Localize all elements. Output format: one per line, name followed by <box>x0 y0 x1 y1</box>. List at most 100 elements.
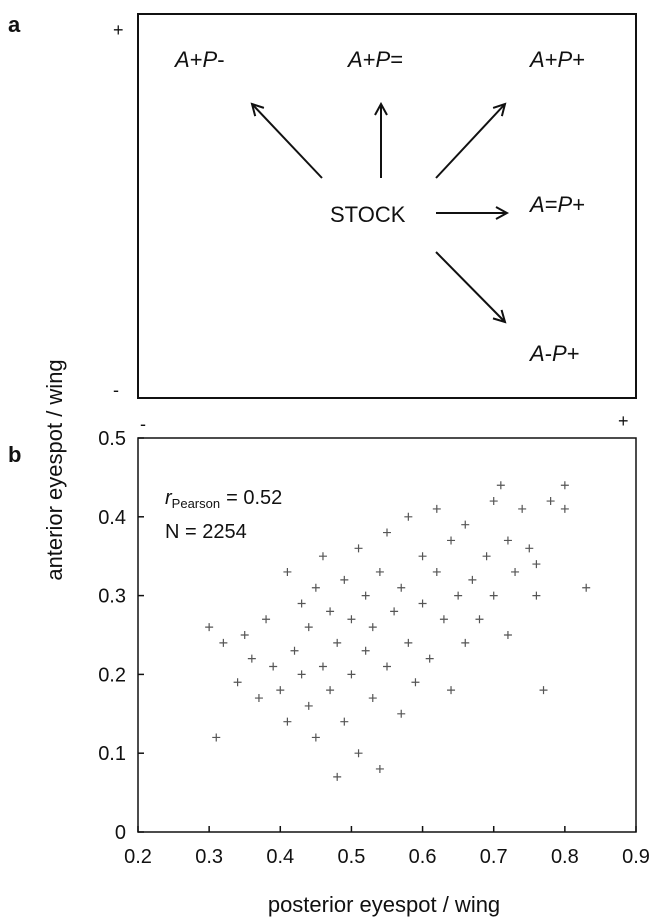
scatter-point <box>311 583 320 592</box>
y-tick-label: 0.5 <box>98 428 126 450</box>
scatter-point <box>219 638 228 647</box>
scatter-point <box>333 638 342 647</box>
panel-a-label: a <box>8 12 21 37</box>
panel-a-frame <box>137 13 637 399</box>
scatter-point <box>361 646 370 655</box>
scatter-point <box>518 504 527 513</box>
panel-b-label: b <box>8 442 21 467</box>
scatter-point <box>318 662 327 671</box>
x-minus-sign: - <box>140 414 146 434</box>
y-tick-label: 0.2 <box>98 664 126 686</box>
scatter-point <box>468 575 477 584</box>
arrow-up-left <box>252 104 323 179</box>
x-tick-label: 0.2 <box>124 846 152 868</box>
scatter-point <box>297 599 306 608</box>
scatter-point <box>354 749 363 758</box>
scatter-point <box>532 560 541 569</box>
y-tick-label: 0.3 <box>98 586 126 608</box>
scatter-point <box>290 646 299 655</box>
scatter-point <box>418 552 427 561</box>
scatter-point <box>383 662 391 671</box>
scatter-point <box>297 670 306 679</box>
scatter-point <box>340 717 349 726</box>
scatter-point <box>397 709 406 718</box>
panel-a: a + - - + STOCK A+P- A+P= A+P+ A=P+ A-P+ <box>8 12 637 434</box>
scatter-point <box>347 670 356 679</box>
scatter-point <box>333 772 342 781</box>
x-tick-label: 0.8 <box>551 846 579 868</box>
scatter-point <box>546 497 555 506</box>
outcome-label-a-equal-p-plus: A=P+ <box>528 192 585 217</box>
scatter-point <box>390 607 399 616</box>
scatter-point <box>560 481 569 490</box>
y-axis-label: anterior eyespot / wing <box>42 359 67 580</box>
scatter-point <box>368 623 377 632</box>
scatter-point <box>212 733 221 742</box>
y-tick-label: 0 <box>115 822 126 844</box>
panel-b: b 0 0.1 0.2 0.3 0.4 0.5 0.2 0.3 0.4 0.5 0.6 0.7 0.8… <box>8 428 650 917</box>
x-tick-label: 0.7 <box>480 846 508 868</box>
outcome-label-a-minus-p-plus: A-P+ <box>528 341 580 366</box>
scatter-points <box>205 481 591 781</box>
scatter-point <box>447 686 456 695</box>
scatter-point <box>489 591 498 600</box>
scatter-point <box>404 512 413 521</box>
arrow-up-right <box>435 104 505 179</box>
scatter-point <box>461 638 470 647</box>
scatter-point <box>326 686 335 695</box>
scatter-point <box>560 504 569 513</box>
scatter-point <box>539 686 548 695</box>
outcome-label-a-plus-p-equal: A+P= <box>346 47 403 72</box>
scatter-point <box>247 654 256 663</box>
scatter-point <box>276 686 285 695</box>
scatter-point <box>375 567 384 576</box>
scatter-point <box>425 654 434 663</box>
y-tick-label: 0.1 <box>98 743 126 765</box>
scatter-point <box>304 701 313 710</box>
outcome-label-a-plus-p-plus: A+P+ <box>528 47 585 72</box>
scatter-point <box>311 733 320 742</box>
scatter-point <box>475 615 484 624</box>
scatter-point <box>461 520 470 529</box>
scatter-point <box>361 591 370 600</box>
y-minus-sign: - <box>113 380 119 400</box>
scatter-point <box>368 694 377 703</box>
sample-size-stat: N = 2254 <box>165 521 247 543</box>
y-tick-label: 0.4 <box>98 507 126 529</box>
x-axis-label: posterior eyespot / wing <box>268 892 500 917</box>
scatter-point <box>503 631 512 639</box>
scatter-point <box>205 623 214 632</box>
scatter-point <box>496 481 505 490</box>
scatter-point <box>283 567 292 576</box>
scatter-point <box>482 552 491 561</box>
scatter-point <box>511 567 520 576</box>
scatter-point <box>254 694 263 703</box>
scatter-point <box>439 615 448 624</box>
pearson-stat: rPearson = 0.52 <box>165 487 282 511</box>
scatter-point <box>411 678 420 687</box>
scatter-point <box>304 623 313 632</box>
plot-frame <box>137 437 637 833</box>
x-tick-label: 0.3 <box>195 846 223 868</box>
scatter-point <box>283 717 292 726</box>
scatter-point <box>582 583 591 592</box>
scatter-point <box>454 591 463 600</box>
x-tick-label: 0.9 <box>622 846 650 868</box>
scatter-point <box>233 678 242 687</box>
scatter-point <box>240 631 249 639</box>
scatter-point <box>432 504 441 513</box>
x-axis-ticks: 0.2 0.3 0.4 0.5 0.6 0.7 0.8 0.9 <box>124 826 650 868</box>
scatter-point <box>489 497 498 506</box>
scatter-point <box>418 599 427 608</box>
scatter-point <box>525 544 534 553</box>
scatter-point <box>383 528 391 537</box>
scatter-point <box>262 615 271 624</box>
x-tick-label: 0.4 <box>266 846 294 868</box>
scatter-point <box>447 536 456 545</box>
outcome-label-a-plus-p-minus: A+P- <box>173 47 225 72</box>
scatter-point <box>397 583 406 592</box>
x-plus-sign: + <box>618 411 629 431</box>
scatter-point <box>347 615 356 624</box>
scatter-point <box>269 662 278 671</box>
